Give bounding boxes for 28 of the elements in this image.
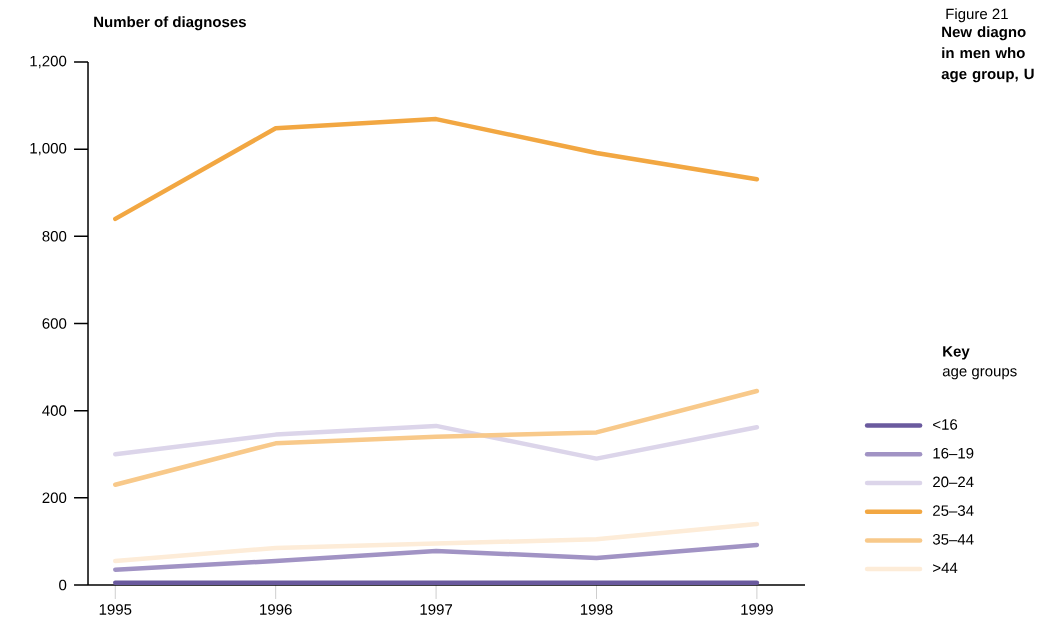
y-tick-label: 0	[59, 579, 67, 591]
x-tick-label: 1998	[580, 604, 613, 615]
y-tick-label: 800	[42, 231, 67, 242]
legend-label: 16–19	[933, 447, 974, 459]
y-axis-title: Number of diagnoses	[94, 16, 246, 31]
y-tick-label: 600	[42, 318, 67, 329]
line-series	[113, 542, 760, 572]
legend-label: 20–24	[933, 476, 974, 488]
line-series	[113, 116, 760, 222]
legend-title: Key	[943, 346, 970, 360]
legend-label: 35–44	[932, 534, 974, 545]
legend-label: 25–34	[933, 505, 974, 516]
legend-label: <16	[933, 419, 958, 430]
y-tick-label: 1,000	[30, 142, 67, 156]
text: New diagno in men who age group, U	[941, 26, 1034, 83]
y-tick-label: 400	[42, 405, 67, 416]
y-tick-label: 200	[42, 492, 67, 504]
x-tick-label: 1999	[741, 604, 773, 615]
caption: Figure 21	[946, 8, 1008, 23]
legend-label: >44	[933, 562, 958, 574]
line-series	[113, 388, 760, 487]
x-tick-label: 1997	[420, 604, 453, 615]
x-tick-label: 1996	[260, 604, 292, 615]
text: age groups	[942, 368, 1017, 380]
line-series	[113, 521, 760, 564]
y-tick-label: 1,200	[30, 55, 67, 69]
x-tick-label: 1995	[99, 604, 132, 615]
line-series	[113, 423, 760, 461]
